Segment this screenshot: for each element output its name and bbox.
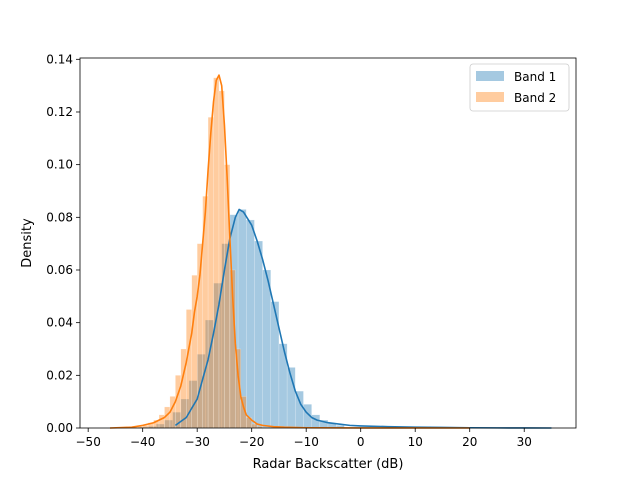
y-tick-label-2: 0.04	[46, 316, 73, 330]
plot-frame	[79, 57, 577, 429]
hist-bar-2-19	[213, 77, 220, 429]
y-tick-label-5: 0.10	[46, 158, 73, 172]
x-tick-label-8: 30	[517, 435, 532, 449]
x-tick-label-3: −20	[239, 435, 264, 449]
hist-bar-2-26	[251, 423, 258, 429]
hist-bar-2-20	[218, 90, 225, 429]
legend-label-2: Band 2	[514, 91, 556, 105]
plot-area-background	[80, 58, 576, 428]
x-tick-label-7: 20	[462, 435, 477, 449]
y-tick-label-6: 0.12	[46, 105, 73, 119]
y-tick-label-4: 0.08	[46, 210, 73, 224]
hist-bar-1-21	[311, 414, 321, 429]
density-curve-2	[109, 74, 470, 429]
x-axis: −50 −40 −30 −20 −10 0 10 20 30	[76, 428, 532, 449]
hist-bar-1-19	[295, 390, 304, 429]
legend-box	[469, 63, 570, 112]
x-tick-label-5: 0	[357, 435, 365, 449]
y-tick-label-3: 0.06	[46, 263, 73, 277]
x-tick-label-4: −10	[294, 435, 319, 449]
x-axis-label: Radar Backscatter (dB)	[253, 457, 404, 472]
y-tick-label-7: 0.14	[46, 52, 73, 66]
hist-bar-2-13	[180, 348, 187, 429]
x-tick-label-1: −40	[130, 435, 155, 449]
hist-bar-1-14	[254, 240, 263, 429]
y-tick-label-1: 0.02	[46, 368, 73, 382]
y-tick-label-0: 0.00	[46, 421, 73, 435]
hist-bar-1-15	[262, 269, 271, 429]
x-tick-label-6: 10	[408, 435, 423, 449]
x-tick-label-2: −30	[185, 435, 210, 449]
hist-bar-1-13	[246, 219, 255, 429]
x-tick-label-0: −50	[76, 435, 101, 449]
density-curve-1	[174, 208, 552, 429]
density-curve-layer	[109, 74, 552, 429]
y-axis-label: Density	[20, 218, 35, 268]
legend: Band 1 Band 2	[469, 63, 570, 112]
legend-swatch-2	[476, 92, 504, 102]
hist-bar-2-9	[158, 414, 165, 429]
legend-swatch-1	[476, 71, 504, 81]
legend-label-1: Band 1	[514, 70, 556, 84]
y-axis: 0.00 0.02 0.04 0.06 0.08 0.10 0.12 0.14	[46, 52, 80, 435]
